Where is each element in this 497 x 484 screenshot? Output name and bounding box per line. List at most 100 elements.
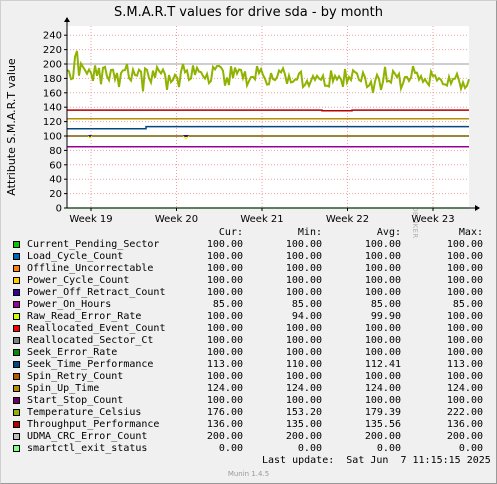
legend-row-Reallocated_Sector_Ct: Reallocated_Sector_Ct 100.00 100.00 100.00 1… — [11, 335, 491, 347]
legend-value-avg: 100.00 — [364, 287, 401, 298]
legend-swatch — [13, 337, 20, 344]
legend-value-cur: 85.00 — [212, 299, 243, 310]
legend-value-min: 0.00 — [297, 443, 322, 454]
y-axis-arrow — [64, 17, 70, 22]
series-line-Raw_Read_Error_Rate — [67, 135, 469, 140]
legend-swatch — [13, 241, 20, 248]
legend-value-avg: 124.00 — [364, 383, 401, 394]
legend-row-Power_Off_Retract_Count: Power_Off_Retract_Count 100.00 100.00 100.0… — [11, 287, 491, 299]
legend-value-cur: 0.00 — [218, 443, 243, 454]
legend-label: Spin_Up_Time — [27, 383, 100, 394]
legend-value-min: 100.00 — [285, 287, 322, 298]
legend-row-Offline_Uncorrectable: Offline_Uncorrectable 100.00 100.00 100.00 1… — [11, 263, 491, 275]
y-tick-label: 160 — [43, 88, 62, 99]
legend-swatch — [13, 313, 20, 320]
legend-swatch — [13, 397, 20, 404]
legend-label: Temperature_Celsius — [27, 407, 142, 418]
legend-label: Reallocated_Event_Count — [27, 323, 166, 334]
legend-row-Seek_Error_Rate: Seek_Error_Rate 100.00 100.00 100.00 100.00 — [11, 347, 491, 359]
legend-swatch — [13, 421, 20, 428]
legend-value-avg: 100.00 — [364, 251, 401, 262]
legend-value-max: 100.00 — [446, 311, 483, 322]
col-cur-header: Cur: — [218, 227, 243, 238]
legend-value-max: 100.00 — [446, 239, 483, 250]
col-min-header: Min: — [297, 227, 322, 238]
series-line-Seek_Time_Performance — [67, 125, 469, 130]
legend-label: UDMA_CRC_Error_Count — [27, 431, 148, 442]
y-tick-label: 20 — [49, 189, 62, 200]
col-avg-header: Avg: — [376, 227, 401, 238]
legend-value-min: 135.00 — [285, 419, 322, 430]
legend-value-min: 100.00 — [285, 251, 322, 262]
legend-value-cur: 100.00 — [206, 323, 243, 334]
munin-version: Munin 1.4.5 — [227, 470, 270, 478]
legend-value-avg: 135.56 — [364, 419, 401, 430]
legend-row-Spin_Retry_Count: Spin_Retry_Count 100.00 100.00 100.00 100.00 — [11, 371, 491, 383]
legend-value-avg: 99.90 — [370, 311, 401, 322]
legend-value-max: 100.00 — [446, 251, 483, 262]
legend-value-max: 124.00 — [446, 383, 483, 394]
legend-label: Load_Cycle_Count — [27, 251, 124, 262]
legend-value-max: 136.00 — [446, 419, 483, 430]
legend-value-avg: 100.00 — [364, 335, 401, 346]
legend-value-max: 0.00 — [458, 443, 483, 454]
legend-swatch — [13, 385, 20, 392]
legend-value-max: 100.00 — [446, 275, 483, 286]
x-tick-label: Week 19 — [69, 214, 112, 225]
legend-value-cur: 100.00 — [206, 371, 243, 382]
legend-value-avg: 0.00 — [376, 443, 401, 454]
plot-area — [67, 26, 469, 208]
legend-value-cur: 136.00 — [206, 419, 243, 430]
legend-row-Load_Cycle_Count: Load_Cycle_Count 100.00 100.00 100.00 100.00 — [11, 251, 491, 263]
legend-label: Seek_Time_Performance — [27, 359, 154, 370]
x-tick-label: Week 23 — [411, 214, 454, 225]
legend-swatch — [13, 433, 20, 440]
legend-swatch — [13, 253, 20, 260]
legend-row-Temperature_Celsius: Temperature_Celsius 176.00 153.20 179.39 222… — [11, 407, 491, 419]
legend-value-min: 85.00 — [291, 299, 322, 310]
legend-label: Power_Off_Retract_Count — [27, 287, 166, 298]
legend-value-cur: 100.00 — [206, 311, 243, 322]
y-tick-label: 60 — [49, 160, 62, 171]
legend-value-max: 113.00 — [446, 359, 483, 370]
legend-row-Reallocated_Event_Count: Reallocated_Event_Count 100.00 100.00 100.0… — [11, 323, 491, 335]
legend-row-Power_On_Hours: Power_On_Hours 85.00 85.00 85.00 85.00 — [11, 299, 491, 311]
legend-value-cur: 100.00 — [206, 263, 243, 274]
legend-swatch — [13, 373, 20, 380]
legend-value-avg: 100.00 — [364, 263, 401, 274]
legend-value-cur: 100.00 — [206, 251, 243, 262]
y-tick-label: 120 — [43, 117, 62, 128]
legend-label: Reallocated_Sector_Ct — [27, 335, 154, 346]
legend-label: Power_Cycle_Count — [27, 275, 130, 286]
legend-value-max: 200.00 — [446, 431, 483, 442]
legend-swatch — [13, 277, 20, 284]
x-tick-label: Week 20 — [155, 214, 198, 225]
y-tick-label: 0 — [56, 204, 62, 215]
legend-value-min: 94.00 — [291, 311, 322, 322]
y-tick-label: 80 — [49, 146, 62, 157]
y-tick-label: 220 — [43, 45, 62, 56]
legend-swatch — [13, 445, 20, 452]
x-axis-arrow — [475, 205, 480, 211]
legend-row-UDMA_CRC_Error_Count: UDMA_CRC_Error_Count 200.00 200.00 200.00 20… — [11, 431, 491, 443]
legend-value-avg: 100.00 — [364, 275, 401, 286]
chart-title: S.M.A.R.T values for drive sda - by mont… — [114, 5, 383, 20]
legend-row-Current_Pending_Sector: Current_Pending_Sector 100.00 100.00 100.00… — [11, 239, 491, 251]
legend-label: Raw_Read_Error_Rate — [27, 311, 142, 322]
legend-value-cur: 100.00 — [206, 275, 243, 286]
legend-value-cur: 100.00 — [206, 239, 243, 250]
legend-value-min: 100.00 — [285, 335, 322, 346]
legend-value-cur: 100.00 — [206, 347, 243, 358]
legend-value-min: 153.20 — [285, 407, 322, 418]
legend-value-avg: 100.00 — [364, 371, 401, 382]
legend-value-avg: 112.41 — [364, 359, 401, 370]
legend-swatch — [13, 265, 20, 272]
legend-value-min: 100.00 — [285, 371, 322, 382]
legend-label: Seek_Error_Rate — [27, 347, 118, 358]
legend-header: Cur: Min: Avg: Max: — [11, 227, 491, 239]
legend-value-min: 100.00 — [285, 395, 322, 406]
legend-value-avg: 100.00 — [364, 347, 401, 358]
legend-label: Throughput_Performance — [27, 419, 160, 430]
legend-label: smartctl_exit_status — [27, 443, 148, 454]
y-tick-label: 100 — [43, 132, 62, 143]
